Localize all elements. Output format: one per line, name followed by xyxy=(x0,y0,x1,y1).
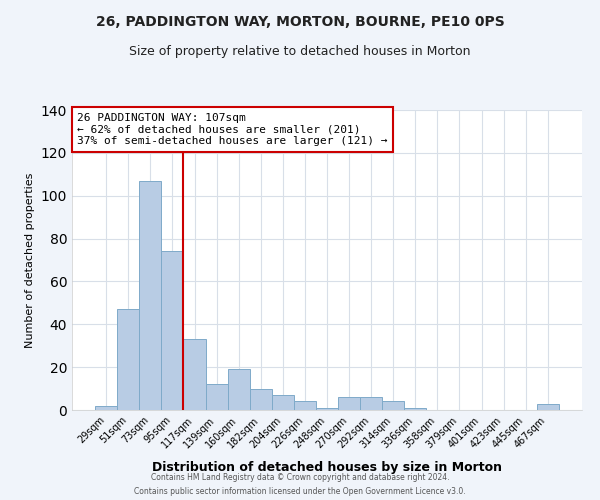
Bar xyxy=(117,310,139,410)
Y-axis label: Number of detached properties: Number of detached properties xyxy=(25,172,35,348)
Text: 26, PADDINGTON WAY, MORTON, BOURNE, PE10 0PS: 26, PADDINGTON WAY, MORTON, BOURNE, PE10… xyxy=(95,15,505,29)
Bar xyxy=(537,404,559,410)
Text: Contains public sector information licensed under the Open Government Licence v3: Contains public sector information licen… xyxy=(134,488,466,496)
Bar xyxy=(139,180,161,410)
Text: Size of property relative to detached houses in Morton: Size of property relative to detached ho… xyxy=(129,45,471,58)
Bar xyxy=(382,402,404,410)
Bar xyxy=(360,397,382,410)
Bar xyxy=(206,384,227,410)
Bar xyxy=(338,397,360,410)
Bar xyxy=(404,408,427,410)
Bar xyxy=(272,395,294,410)
Bar xyxy=(250,388,272,410)
Text: Contains HM Land Registry data © Crown copyright and database right 2024.: Contains HM Land Registry data © Crown c… xyxy=(151,472,449,482)
Bar xyxy=(227,370,250,410)
X-axis label: Distribution of detached houses by size in Morton: Distribution of detached houses by size … xyxy=(152,461,502,474)
Bar xyxy=(95,406,117,410)
Bar xyxy=(161,252,184,410)
Text: 26 PADDINGTON WAY: 107sqm
← 62% of detached houses are smaller (201)
37% of semi: 26 PADDINGTON WAY: 107sqm ← 62% of detac… xyxy=(77,113,388,146)
Bar xyxy=(184,340,206,410)
Bar xyxy=(294,402,316,410)
Bar xyxy=(316,408,338,410)
